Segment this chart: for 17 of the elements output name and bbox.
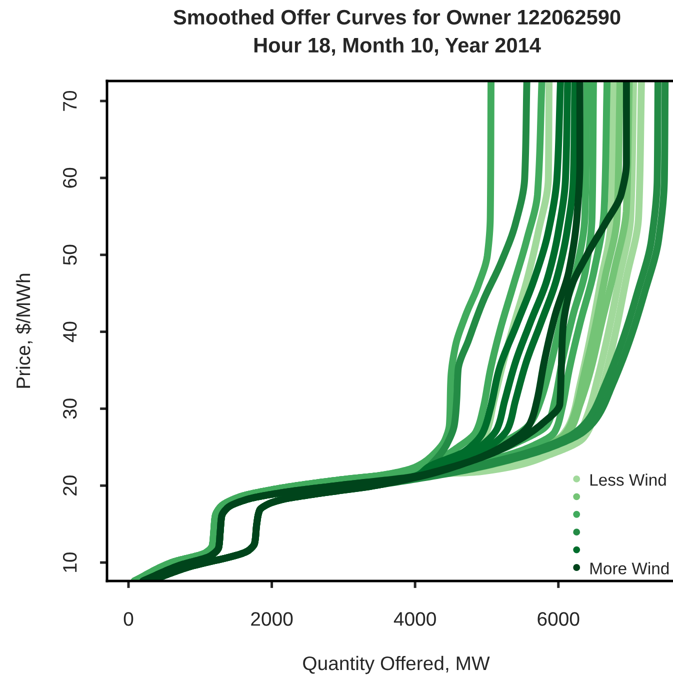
x-tick-label: 0 bbox=[124, 612, 134, 626]
chart-title: Smoothed Offer Curves for Owner 122062590 bbox=[174, 9, 620, 25]
legend-label: Less Wind bbox=[590, 474, 666, 486]
y-tick-label: 50 bbox=[63, 244, 77, 265]
y-tick-label: 30 bbox=[63, 398, 77, 419]
chart-subtitle: Hour 18, Month 10, Year 2014 bbox=[254, 37, 541, 56]
y-tick-label: 20 bbox=[63, 476, 77, 496]
y-tick-label: 70 bbox=[63, 90, 77, 111]
y-axis-title: Price, $/MWh bbox=[16, 274, 33, 388]
legend-label: More Wind bbox=[590, 562, 669, 574]
x-tick-label: 6000 bbox=[538, 612, 580, 626]
x-tick-label: 2000 bbox=[251, 612, 293, 626]
x-axis-title: Quantity Offered, MW bbox=[303, 656, 490, 674]
y-tick-label: 60 bbox=[63, 168, 77, 188]
y-tick-label: 40 bbox=[63, 322, 77, 342]
x-tick-label: 4000 bbox=[394, 612, 436, 626]
y-tick-label: 10 bbox=[63, 552, 77, 572]
